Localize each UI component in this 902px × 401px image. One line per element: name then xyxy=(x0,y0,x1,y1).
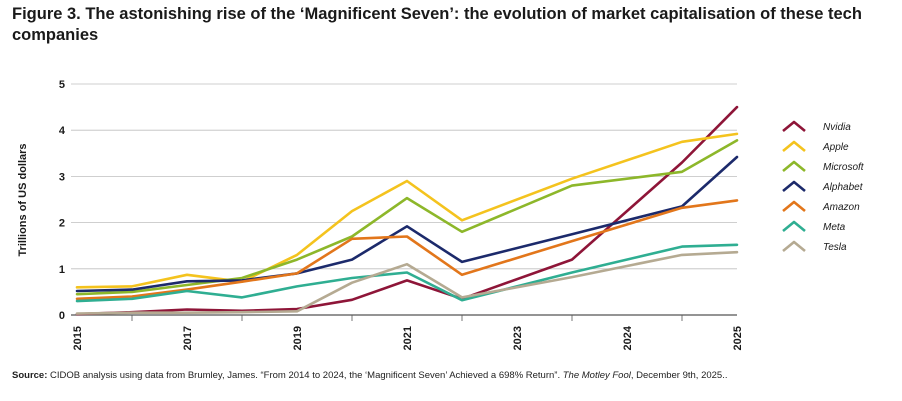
source-text-b: , December 9th, 2025.. xyxy=(630,370,728,381)
x-tick-label: 2021 xyxy=(402,326,414,350)
legend-label: Meta xyxy=(823,222,846,233)
legend-item-microsoft: Microsoft xyxy=(782,160,865,173)
legend-label: Tesla xyxy=(823,242,847,253)
y-tick-label: 0 xyxy=(59,310,65,322)
series-line-tesla xyxy=(75,250,739,315)
source-label: Source: xyxy=(12,370,48,381)
y-tick-label: 2 xyxy=(59,218,65,230)
legend-label: Alphabet xyxy=(822,182,864,193)
source-note: Source: CIDOB analysis using data from B… xyxy=(12,370,728,381)
legend-item-nvidia: Nvidia xyxy=(782,120,851,133)
legend-item-alphabet: Alphabet xyxy=(782,180,864,193)
legend-label: Apple xyxy=(822,142,849,153)
legend-marker-icon xyxy=(782,120,806,133)
series-line-nvidia xyxy=(75,105,739,316)
legend-marker-icon xyxy=(782,200,806,213)
series-line-microsoft xyxy=(75,139,739,296)
series-line-apple xyxy=(75,132,739,289)
legend-marker-icon xyxy=(782,160,806,173)
legend-item-meta: Meta xyxy=(782,220,846,233)
series-line-alphabet xyxy=(75,155,739,293)
legend-item-amazon: Amazon xyxy=(782,200,860,213)
legend-label: Nvidia xyxy=(823,122,851,133)
x-tick-label: 2015 xyxy=(72,326,84,350)
y-tick-label: 1 xyxy=(59,264,65,276)
source-publication: The Motley Fool xyxy=(562,370,631,381)
y-tick-label: 3 xyxy=(59,171,65,183)
x-tick-label: 2025 xyxy=(732,326,744,350)
chart-title: Figure 3. The astonishing rise of the ‘M… xyxy=(12,5,862,44)
x-tick-label: 2017 xyxy=(182,326,194,350)
legend-item-tesla: Tesla xyxy=(782,240,847,253)
legend-item-apple: Apple xyxy=(782,140,849,153)
y-tick-label: 4 xyxy=(59,125,66,137)
legend-marker-icon xyxy=(782,240,806,253)
x-tick-label: 2024 xyxy=(622,325,634,350)
series-line-amazon xyxy=(75,199,739,301)
y-axis-label: Trillions of US dollars xyxy=(17,143,29,256)
source-text-a: CIDOB analysis using data from Brumley, … xyxy=(47,370,563,381)
legend-label: Amazon xyxy=(822,202,860,213)
legend-marker-icon xyxy=(782,220,806,233)
y-tick-label: 5 xyxy=(59,79,65,91)
series-line-meta xyxy=(75,243,739,303)
x-tick-label: 2019 xyxy=(292,326,304,350)
x-tick-label: 2023 xyxy=(512,326,524,350)
legend-marker-icon xyxy=(782,140,806,153)
legend-label: Microsoft xyxy=(823,162,865,173)
legend-marker-icon xyxy=(782,180,806,193)
